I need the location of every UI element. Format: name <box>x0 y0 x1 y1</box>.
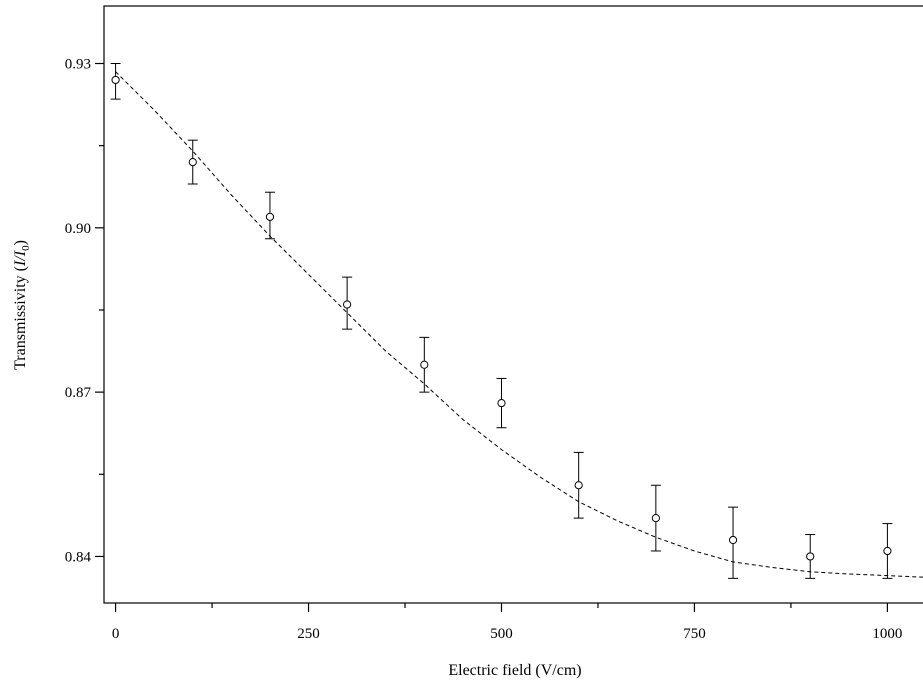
points-layer <box>110 63 893 579</box>
y-tick-label: 0.87 <box>65 385 92 401</box>
marker-circle <box>420 360 429 369</box>
x-tick-label: 750 <box>683 626 706 642</box>
fit-layer <box>115 71 923 578</box>
x-axis: 0 250 500 750 1000 <box>112 603 902 642</box>
plot-frame <box>103 5 923 604</box>
y-axis-label: Transmissivity (I/I0) <box>12 240 32 370</box>
marker-circle <box>806 552 815 561</box>
data-point <box>496 377 507 429</box>
marker-circle <box>574 481 583 490</box>
data-point <box>728 506 739 579</box>
data-point <box>110 63 121 100</box>
marker-circle <box>651 514 660 523</box>
x-tick-label: 250 <box>297 626 320 642</box>
x-tick-label: 500 <box>490 626 513 642</box>
x-tick-label: 1000 <box>872 626 902 642</box>
marker-circle <box>111 75 120 85</box>
marker-circle <box>728 535 738 545</box>
marker-circle <box>883 546 892 556</box>
y-tick-label: 0.90 <box>65 221 91 237</box>
data-point <box>805 534 816 579</box>
y-tick-label: 0.93 <box>65 57 91 73</box>
data-point <box>882 523 893 579</box>
marker-circle <box>497 398 506 408</box>
data-point <box>573 451 584 519</box>
data-point <box>264 191 275 240</box>
fit-curve <box>115 71 923 578</box>
x-tick-label: 0 <box>112 626 120 642</box>
data-point <box>187 139 198 185</box>
marker-circle <box>188 157 197 167</box>
marker-circle <box>343 300 352 309</box>
marker-circle <box>265 212 275 221</box>
data-point <box>419 336 430 393</box>
x-axis-label: Electric field (V/cm) <box>448 662 581 679</box>
data-point <box>342 276 353 330</box>
data-point <box>650 484 661 552</box>
y-axis: 0.84 0.87 0.90 0.93 <box>65 57 104 565</box>
y-tick-label: 0.84 <box>65 549 92 565</box>
